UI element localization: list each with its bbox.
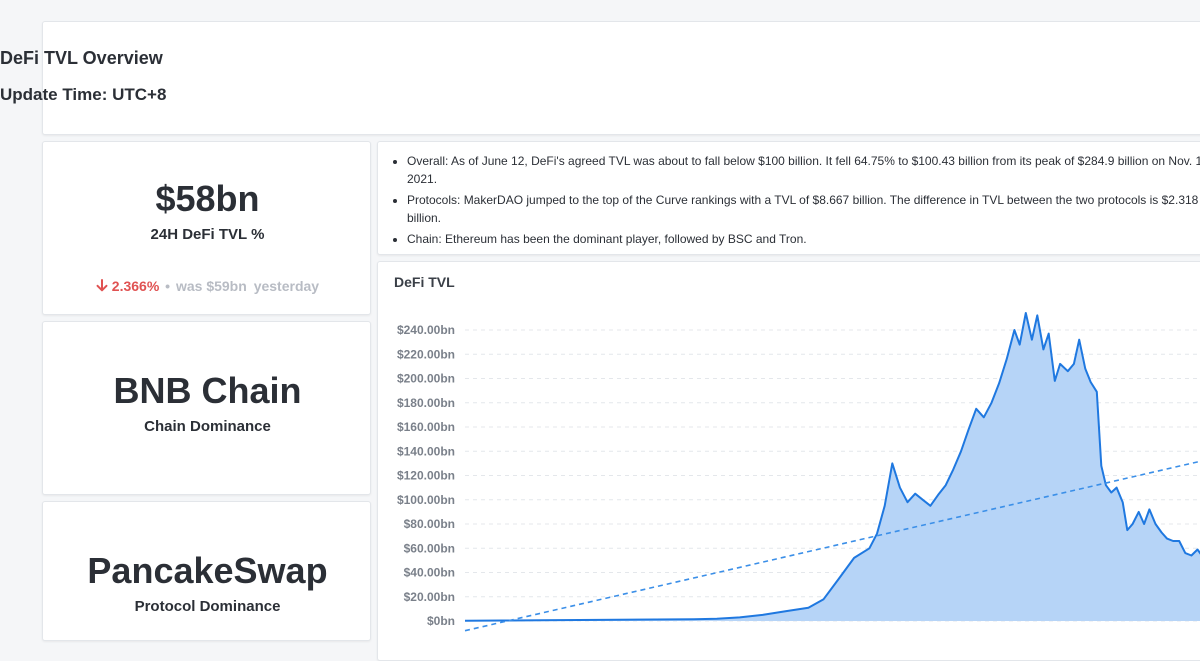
header-card bbox=[42, 21, 1200, 135]
notes-list: Overall: As of June 12, DeFi's agreed TV… bbox=[378, 142, 1200, 248]
update-time: Update Time: UTC+8 bbox=[0, 85, 167, 104]
y-tick-label: $160.00bn bbox=[397, 420, 455, 434]
note-chain: Chain: Ethereum has been the dominant pl… bbox=[407, 230, 1200, 248]
tvl-label: 24H DeFi TVL % bbox=[150, 226, 265, 243]
y-tick-label: $0bn bbox=[427, 614, 455, 628]
y-tick-label: $180.00bn bbox=[397, 396, 455, 410]
protocol-dominance-label: Protocol Dominance bbox=[134, 598, 281, 615]
chain-dominance-value: BNB Chain bbox=[113, 370, 302, 411]
arrow-down-icon bbox=[96, 278, 108, 294]
y-tick-label: $140.00bn bbox=[397, 444, 455, 458]
tvl-change-percent: 2.366% bbox=[111, 278, 160, 294]
tvl-chart-card: DeFi TVL $240.00bn $220.00bn $200.00bn $180… bbox=[377, 261, 1200, 661]
notes-card: Overall: As of June 12, DeFi's agreed TV… bbox=[377, 141, 1200, 255]
protocol-dominance-card: PancakeSwap Protocol Dominance bbox=[42, 501, 371, 641]
y-tick-label: $120.00bn bbox=[397, 469, 455, 483]
chain-dominance-label: Chain Dominance bbox=[144, 418, 271, 435]
tvl-chart: $240.00bn $220.00bn $200.00bn $180.00bn $160… bbox=[397, 312, 1200, 632]
tvl-change-row: 2.366% • was $59bn yesterday bbox=[43, 278, 370, 294]
y-tick-label: $60.00bn bbox=[404, 541, 455, 555]
tvl-previous-value: was $59bn bbox=[175, 278, 247, 294]
tvl-area bbox=[465, 313, 1200, 621]
y-tick-label: $100.00bn bbox=[397, 493, 455, 507]
tvl-previous-period: yesterday bbox=[253, 278, 320, 294]
y-tick-label: $240.00bn bbox=[397, 323, 455, 337]
separator-dot: • bbox=[165, 278, 171, 294]
y-tick-label: $200.00bn bbox=[397, 372, 455, 386]
y-tick-label: $80.00bn bbox=[404, 517, 455, 531]
tvl-line bbox=[464, 312, 1200, 622]
note-protocols: Protocols: MakerDAO jumped to the top of… bbox=[407, 191, 1200, 227]
chart-title: DeFi TVL bbox=[394, 274, 455, 290]
protocol-dominance-value: PancakeSwap bbox=[87, 550, 328, 591]
y-tick-label: $40.00bn bbox=[404, 566, 455, 580]
tvl-stat-card: $58bn 24H DeFi TVL % 2.366% • was $59bn … bbox=[42, 141, 371, 315]
trend-line bbox=[464, 460, 1200, 632]
y-tick-label: $220.00bn bbox=[397, 347, 455, 361]
chain-dominance-card: BNB Chain Chain Dominance bbox=[42, 321, 371, 495]
note-overall: Overall: As of June 12, DeFi's agreed TV… bbox=[407, 152, 1200, 188]
page-title: DeFi TVL Overview bbox=[0, 48, 163, 68]
y-tick-label: $20.00bn bbox=[404, 590, 455, 604]
tvl-value: $58bn bbox=[155, 178, 260, 219]
